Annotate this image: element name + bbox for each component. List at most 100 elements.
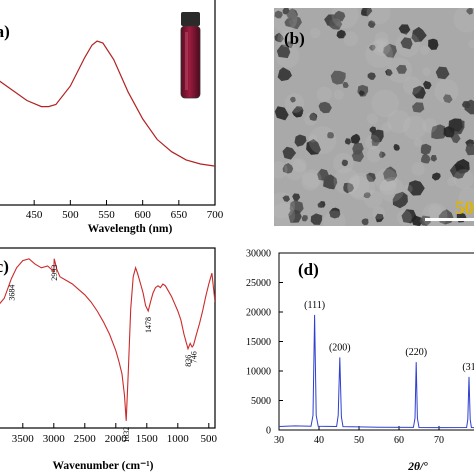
nanoparticle (274, 10, 283, 19)
tem-background-texture (366, 113, 378, 125)
tem-background-texture (371, 89, 399, 118)
ftir-curve (0, 258, 215, 421)
panel-d-x-tick-label: 70 (434, 435, 444, 446)
nanoparticle (465, 143, 474, 156)
nanoparticle (301, 215, 308, 222)
nanoparticle (342, 81, 349, 88)
tem-background-texture (280, 30, 298, 48)
tem-background-texture (428, 204, 442, 218)
nanoparticle (375, 213, 384, 223)
tem-background-texture (374, 168, 398, 192)
tem-background-texture (274, 192, 296, 219)
tem-background-texture (277, 30, 295, 48)
panel-a-letter: (a) (0, 22, 10, 41)
tem-background-texture (458, 187, 474, 209)
nanoparticle (282, 8, 290, 15)
panel-d-frame (278, 252, 474, 431)
nanoparticle (361, 218, 369, 226)
nanoparticle (282, 146, 297, 160)
ftir-peak-label: 836 (184, 355, 193, 367)
tem-background-texture (386, 57, 413, 83)
tem-background-texture (413, 137, 423, 147)
tem-background-texture (333, 167, 360, 195)
nanoparticle (329, 18, 343, 30)
tem-background-texture (302, 169, 322, 189)
panel-d-x-tick-label: 50 (354, 435, 364, 446)
tem-background-texture (301, 172, 320, 191)
nanoparticle (428, 38, 439, 50)
tem-background-texture (422, 202, 448, 226)
tem-background-texture (365, 40, 393, 68)
nanoparticle (367, 20, 376, 28)
scale-bar: 50 (425, 198, 474, 221)
tem-background-texture (364, 190, 383, 209)
nanoparticle (327, 132, 335, 139)
nanoparticle (288, 209, 302, 223)
nanoparticle (343, 182, 355, 194)
vial-cap (181, 12, 200, 26)
panel-d-y-tick-label: 25000 (246, 278, 271, 289)
tem-background-texture (372, 206, 386, 220)
panel-d-x-tick-label: 40 (314, 435, 324, 446)
ftir-peak-label: 3684 (7, 285, 16, 301)
tem-background-texture (316, 86, 333, 102)
nanoparticle (454, 158, 470, 174)
panel-c-x-tick-label: 500 (201, 433, 218, 445)
panel-d: 0 5000 10000 15000 20000 25000 30000 30 40 50 60 7… (246, 249, 474, 473)
tem-background-texture (309, 134, 318, 143)
tem-background-texture (366, 147, 383, 163)
nanoparticle (366, 172, 376, 182)
nanoparticle (367, 72, 376, 80)
tem-background-texture (376, 44, 385, 53)
panel-d-y-tick-label: 10000 (246, 367, 271, 378)
tem-background-texture (304, 112, 317, 126)
tem-background-texture (422, 118, 438, 133)
panel-d-y-tick-label: 30000 (246, 249, 271, 260)
ftir-peak-label: 1478 (144, 317, 153, 333)
nanoparticle (282, 163, 294, 174)
panel-c-x-tick-label: 3000 (43, 433, 66, 445)
nanoparticle (288, 15, 302, 30)
nanoparticle (286, 41, 293, 49)
nanoparticle (412, 85, 426, 99)
nanoparticle (383, 166, 398, 182)
panel-a-x-tick-label: 550 (98, 209, 115, 221)
tem-background-texture (468, 39, 474, 49)
vial-highlight (185, 32, 188, 90)
nanoparticle (385, 68, 393, 77)
tem-background-texture (284, 93, 305, 113)
panel-a-x-tick-label: 600 (134, 209, 151, 221)
nanoparticle (431, 124, 447, 140)
scale-bar-rule (425, 218, 474, 221)
nanoparticle (282, 195, 290, 202)
panel-c-x-axis-title: Wavenumber (cm⁻¹) (53, 460, 154, 472)
xrd-peak-label: (111) (304, 300, 325, 311)
nanoparticle (368, 44, 376, 51)
xrd-peak-label: (200) (329, 342, 351, 353)
nanoparticle (461, 101, 471, 109)
nanoparticle (309, 112, 318, 121)
tem-background-texture (379, 177, 405, 202)
tem-background-texture (402, 115, 427, 140)
panel-c-x-tick-label: 2500 (74, 433, 97, 445)
panel-d-x-tick-label: 30 (274, 435, 284, 446)
nanoparticle (290, 96, 296, 103)
ftir-peak-label: 2993 (50, 265, 59, 281)
tem-background-texture (419, 45, 430, 55)
nanoparticle (398, 24, 411, 35)
panel-d-y-tick-label: 0 (266, 426, 271, 437)
nanoparticle (466, 8, 473, 15)
tem-background-texture (332, 152, 354, 174)
xrd-peak-labels: (111) (200) (220) (31 (304, 300, 474, 373)
nanoparticle (310, 213, 323, 225)
tem-background-texture (381, 122, 392, 133)
nanoparticle (435, 66, 450, 80)
nanoparticle (358, 90, 365, 96)
nanoparticle (400, 37, 413, 50)
nanoparticle (396, 64, 407, 74)
panel-c-x-tick-label: 1000 (167, 433, 190, 445)
nanoparticle (370, 129, 384, 143)
nanoparticle (383, 43, 397, 58)
